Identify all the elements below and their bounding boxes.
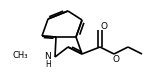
Text: O: O [100, 22, 107, 31]
Text: N: N [45, 52, 51, 61]
Text: H: H [45, 60, 51, 68]
Text: CH₃: CH₃ [13, 50, 28, 60]
Text: O: O [112, 55, 119, 64]
